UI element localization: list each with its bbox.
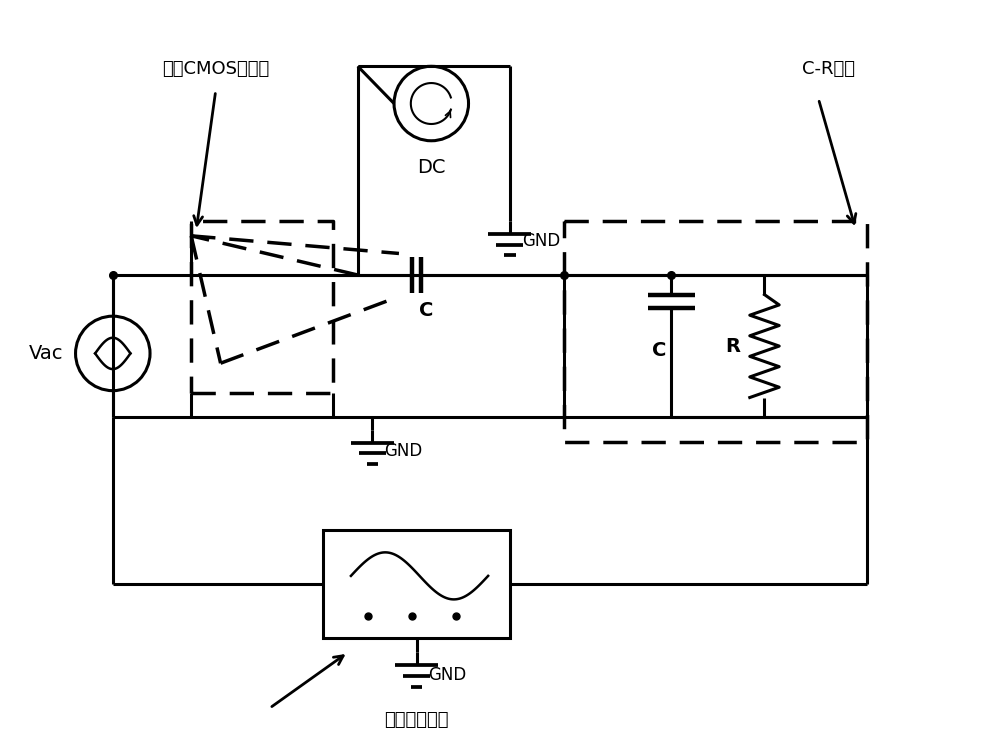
Text: GND: GND bbox=[385, 442, 422, 461]
Bar bbox=[323, 530, 509, 637]
Text: C: C bbox=[652, 342, 667, 361]
Text: R: R bbox=[725, 337, 740, 355]
Text: GND: GND bbox=[522, 232, 561, 250]
Text: DC: DC bbox=[417, 159, 445, 177]
Text: C: C bbox=[418, 301, 433, 319]
Text: GND: GND bbox=[428, 666, 467, 684]
Text: C-R负载: C-R负载 bbox=[802, 61, 854, 79]
Text: 待测CMOS反相器: 待测CMOS反相器 bbox=[162, 61, 269, 79]
Text: 双通道示波器: 双通道示波器 bbox=[385, 711, 449, 729]
Text: Vac: Vac bbox=[30, 344, 63, 363]
